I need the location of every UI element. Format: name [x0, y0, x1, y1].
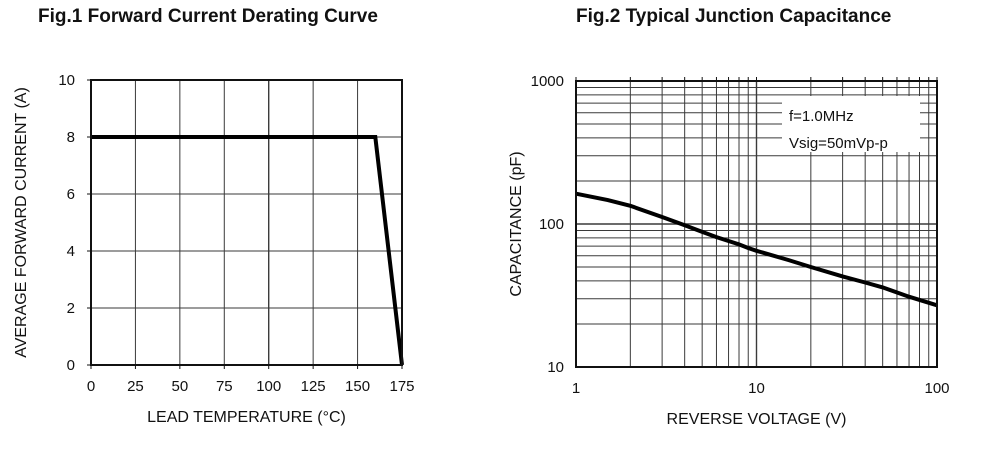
x-tick-label: 125	[301, 378, 326, 395]
x-tick-label: 1	[572, 380, 580, 397]
plot-border	[90, 79, 403, 366]
x-tick-label: 50	[172, 378, 189, 395]
x-tick-label: 10	[748, 380, 765, 397]
gridlines	[91, 80, 402, 365]
junction-capacitance-curve	[575, 191, 938, 308]
x-tick-label: 25	[127, 378, 144, 395]
y-axis-label: AVERAGE FORWARD CURRENT (A)	[13, 87, 30, 358]
y-tick-label: 4	[67, 243, 75, 260]
y-tick-label: 100	[539, 216, 564, 233]
test-conditions-line: Vsig=50mVp-p	[789, 135, 888, 152]
x-tick-label: 175	[389, 378, 414, 395]
y-tick-label: 0	[67, 357, 75, 374]
y-tick-label: 10	[547, 359, 564, 376]
test-conditions-line: f=1.0MHz	[789, 108, 854, 125]
fig1-forward-current-derating-chart: 0 25 50 75 100 125 150 175 0 2 4 6 8 10 LEAD TEMPERATU…	[13, 72, 415, 426]
forward-current-derating-curve	[91, 135, 404, 366]
y-tick-label: 10	[58, 72, 75, 89]
y-tick-label: 6	[67, 186, 75, 203]
test-conditions-box	[782, 96, 920, 152]
x-tick-label: 0	[87, 378, 95, 395]
x-tick-label: 100	[924, 380, 949, 397]
fig1-title: Fig.1 Forward Current Derating Curve	[38, 6, 378, 27]
gridlines	[576, 81, 937, 367]
y-tick-label: 8	[67, 129, 75, 146]
fig2-junction-capacitance-chart: f=1.0MHz Vsig=50mVp-p 1 10 100 10 100 1000 REVER…	[508, 73, 950, 428]
x-tick-label: 100	[256, 378, 281, 395]
x-tick-label: 75	[216, 378, 233, 395]
x-axis-label: LEAD TEMPERATURE (°C)	[147, 409, 346, 426]
y-axis-label: CAPACITANCE (pF)	[508, 151, 525, 296]
x-axis-label: REVERSE VOLTAGE (V)	[667, 411, 847, 428]
fig2-title: Fig.2 Typical Junction Capacitance	[576, 6, 892, 27]
plot-border	[575, 80, 938, 368]
y-tick-label: 2	[67, 300, 75, 317]
y-tick-label: 1000	[531, 73, 564, 90]
axis-ticks	[87, 79, 403, 369]
x-tick-label: 150	[345, 378, 370, 395]
